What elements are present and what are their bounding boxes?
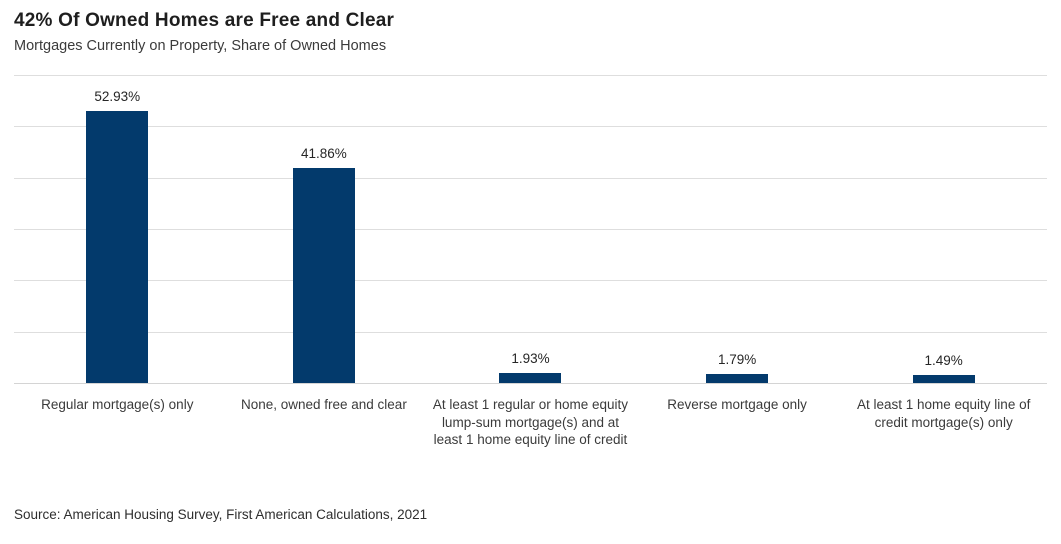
bar-column-2: 41.86% xyxy=(221,75,428,383)
category-label-3: At least 1 regular or home equity lump-s… xyxy=(432,397,629,447)
x-axis-category-labels: Regular mortgage(s) only None, owned free… xyxy=(14,396,1047,449)
bar-2 xyxy=(292,168,355,383)
gridline-10 xyxy=(14,331,1047,333)
bar-value-label-4: 1.79% xyxy=(717,351,757,367)
bar-column-4: 1.79% xyxy=(634,75,841,383)
gridline-60 xyxy=(14,75,1047,76)
category-label-2: None, owned free and clear xyxy=(240,397,407,412)
category-cell-5: At least 1 home equity line of credit mo… xyxy=(840,396,1047,431)
gridline-50 xyxy=(14,126,1047,128)
bar-column-5: 1.49% xyxy=(840,75,1047,383)
bar-1 xyxy=(86,111,149,383)
gridline-40 xyxy=(14,177,1047,179)
category-cell-2: None, owned free and clear xyxy=(221,396,428,414)
gridline-20 xyxy=(14,280,1047,282)
bar-value-label-1: 52.93% xyxy=(94,89,141,105)
bar-5 xyxy=(912,375,975,383)
bar-column-3: 1.93% xyxy=(427,75,634,383)
category-cell-3: At least 1 regular or home equity lump-s… xyxy=(427,396,634,449)
bar-value-label-5: 1.49% xyxy=(924,353,963,369)
chart-title: 42% Of Owned Homes are Free and Clear xyxy=(14,10,395,31)
bar-4 xyxy=(706,373,769,383)
chart-subtitle: Mortgages Currently on Property, Share o… xyxy=(14,38,387,54)
category-label-1: Regular mortgage(s) only xyxy=(41,397,194,412)
bar-3 xyxy=(499,373,562,383)
plot-area: 52.93% 41.86% 1.93% 1.79% 1.49% xyxy=(14,75,1047,384)
category-cell-1: Regular mortgage(s) only xyxy=(14,396,221,414)
bar-value-label-3: 1.93% xyxy=(511,351,550,367)
gridline-30 xyxy=(14,229,1047,230)
category-cell-4: Reverse mortgage only xyxy=(634,396,841,414)
bar-series: 52.93% 41.86% 1.93% 1.79% 1.49% xyxy=(14,75,1047,383)
bar-value-label-2: 41.86% xyxy=(300,146,347,162)
category-label-4: Reverse mortgage only xyxy=(667,397,807,412)
category-label-5: At least 1 home equity line of credit mo… xyxy=(856,397,1031,430)
source-note: Source: American Housing Survey, First A… xyxy=(14,507,428,522)
bar-column-1: 52.93% xyxy=(14,75,221,383)
